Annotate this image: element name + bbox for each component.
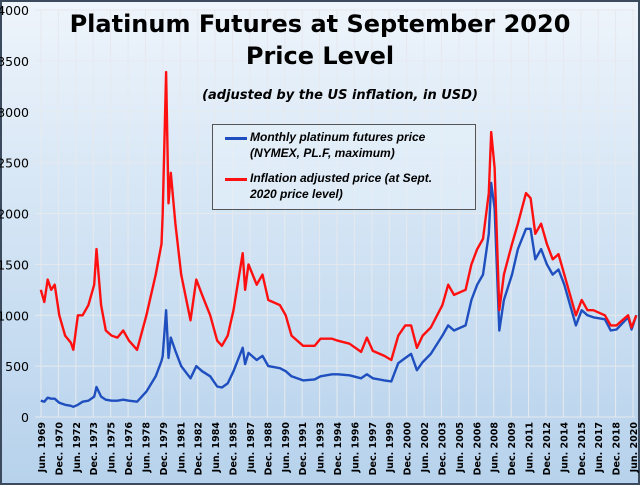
x-tick-label: Jun. 2002 [420,422,431,473]
x-tick-label: Dec. 2003 [437,422,448,475]
x-tick-label: Dec. 1970 [54,422,65,476]
y-tick-label: 3500 [0,54,29,69]
series-line-adjusted [39,70,638,362]
x-tick-label: Dec. 2015 [577,422,588,475]
x-tick-label: Jun. 2014 [559,422,570,474]
x-tick-label: Dec. 1988 [263,422,274,476]
y-tick-label: 1000 [0,308,29,323]
x-tick-label: Jun. 1996 [350,422,361,474]
x-tick-label: Jun. 1993 [316,422,327,473]
x-tick-label: Dec. 1982 [194,422,205,475]
x-tick-label: Dec. 1973 [89,422,100,475]
y-tick-label: 1500 [0,257,29,272]
x-tick-label: Dec. 2018 [612,422,623,476]
series-line-nominal [40,181,638,408]
x-tick-label: Dec. 2009 [507,422,518,475]
x-tick-label: Jun. 1981 [176,422,187,473]
x-tick-label: Jun. 1969 [37,422,48,473]
x-tick-label: Dec. 1994 [333,422,344,476]
chart-title-line1: Platinum Futures at September 2020 [69,10,571,38]
x-tick-label: Dec. 1985 [229,422,240,475]
legend-item-adjusted: Inflation adjusted price (at Sept. 2020 … [213,166,475,206]
y-tick-label: 2500 [0,156,29,171]
x-tick-label: Jun. 1990 [281,422,292,474]
legend-label: 2020 price level) [250,187,343,201]
x-tick-label: Jun. 2008 [490,422,501,474]
x-tick-label: Dec. 1997 [368,422,379,475]
legend: Monthly platinum futures price (NYMEX, P… [212,124,476,210]
x-tick-label: Dec. 2012 [542,422,553,475]
y-tick-label: 4000 [0,3,29,18]
x-tick-label: Jun. 1999 [385,422,396,473]
x-tick-label: Jun. 2020 [629,422,640,474]
x-tick-label: Jun. 1972 [72,422,83,473]
y-tick-label: 2000 [0,207,29,222]
x-tick-label: Jun. 1978 [141,422,152,474]
x-tick-label: Jun. 2011 [525,422,536,473]
x-tick-label: Jun. 2017 [594,422,605,473]
x-tick-label: Jun. 2005 [455,422,466,473]
legend-swatch-red [225,178,247,181]
x-tick-label: Dec. 2000 [403,422,414,476]
legend-swatch-blue [225,137,247,140]
legend-label: Inflation adjusted price (at Sept. [250,171,433,185]
x-tick-label: Jun. 1987 [246,422,257,473]
x-tick-label: Dec. 1976 [124,422,135,476]
x-tick-label: Jun. 1984 [211,422,222,474]
legend-label: (NYMEX, PL.F, maximum) [250,146,395,160]
x-tick-label: Dec. 1979 [159,422,170,475]
legend-label: Monthly platinum futures price [250,130,426,144]
y-tick-label: 500 [5,359,29,374]
chart-title-line2: Price Level [245,42,395,70]
x-tick-label: Dec. 1991 [298,422,309,475]
chart-subtitle: (adjusted by the US inflation, in USD) [202,88,478,103]
x-tick-label: Dec. 2006 [472,422,483,476]
y-tick-label: 0 [21,410,29,425]
legend-item-nominal: Monthly platinum futures price (NYMEX, P… [213,125,475,165]
y-tick-label: 3000 [0,105,29,120]
x-tick-label: Jun. 1975 [107,422,118,473]
